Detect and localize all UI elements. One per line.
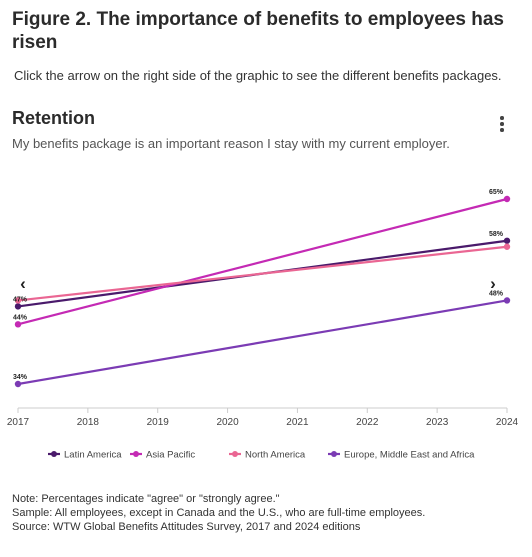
data-point (503, 195, 511, 203)
data-point (503, 237, 511, 244)
data-point (503, 297, 511, 304)
line-chart: 2017 2018 2019 2020 2021 2022 2023 2024 47% 58% 4… (7, 189, 519, 461)
legend-label[interactable]: Latin America (64, 450, 122, 461)
figure-title: Figure 2. The importance of benefits to … (12, 9, 504, 53)
notes: Note: Percentages indicate "agree" or "s… (12, 492, 425, 534)
data-label: 47% (13, 296, 28, 303)
panel-subtitle: My benefits package is an important reas… (12, 136, 450, 151)
legend-swatch-dot (51, 451, 57, 457)
legend-swatch-dot (232, 451, 238, 457)
data-point (14, 380, 22, 388)
x-tick-label: 2024 (496, 417, 519, 428)
x-tick-label: 2018 (77, 417, 100, 428)
legend-swatch-dot (133, 451, 139, 457)
data-point (14, 303, 22, 310)
legend-swatch-dot (331, 451, 337, 457)
series-line (17, 245, 508, 302)
x-tick-label: 2019 (147, 417, 170, 428)
data-label: 34% (13, 374, 28, 381)
prev-arrow[interactable]: ‹ (20, 274, 26, 293)
data-point (14, 297, 22, 304)
x-tick-label: 2021 (286, 417, 309, 428)
series-line (17, 197, 508, 326)
x-tick-label: 2022 (356, 417, 379, 428)
data-label: 44% (13, 314, 28, 321)
more-vertical-icon[interactable] (494, 113, 510, 135)
series-line (17, 299, 508, 386)
legend-label[interactable]: Asia Pacific (146, 450, 195, 461)
data-point (503, 243, 511, 250)
legend-label[interactable]: Europe, Middle East and Africa (344, 450, 475, 461)
source-line: Source: WTW Global Benefits Attitudes Su… (12, 521, 361, 533)
x-tick-label: 2020 (216, 417, 239, 428)
note-line: Note: Percentages indicate "agree" or "s… (12, 493, 280, 505)
sample-line: Sample: All employees, except in Canada … (12, 507, 426, 519)
panel-title: Retention (12, 108, 95, 128)
legend-label[interactable]: North America (245, 450, 306, 461)
next-arrow[interactable]: › (490, 274, 496, 293)
x-tick-label: 2023 (426, 417, 449, 428)
data-label: 48% (489, 290, 504, 297)
x-tick-label: 2017 (7, 417, 30, 428)
figure-intro: Click the arrow on the right side of the… (14, 68, 502, 83)
data-label: 58% (489, 231, 504, 238)
data-label: 65% (489, 189, 504, 196)
data-point (14, 321, 22, 328)
